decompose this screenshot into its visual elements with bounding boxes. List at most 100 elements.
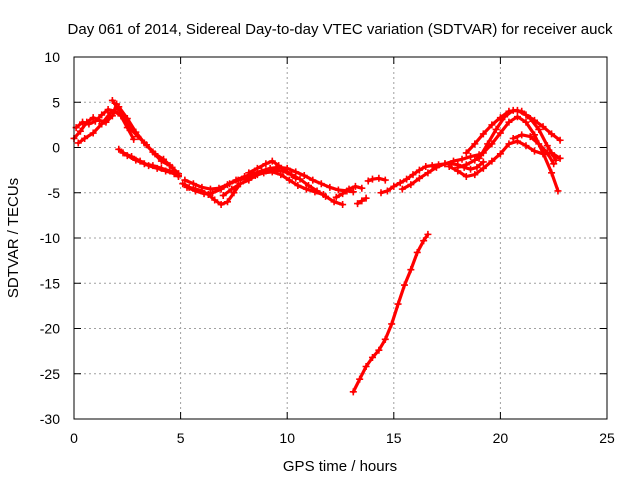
data-point [262,167,270,175]
data-point [398,185,406,193]
data-point [518,107,526,115]
data-point [192,187,200,195]
data-point [211,196,219,204]
data-point [526,133,534,141]
data-point [136,157,144,165]
x-axis-title: GPS time / hours [283,458,397,475]
data-point [539,123,547,131]
data-point [462,161,470,169]
data-point [104,105,112,113]
series-sat-c [74,103,182,178]
data-point [179,180,187,188]
data-point [332,193,340,201]
data-point [130,135,138,143]
series-sat-f [119,149,182,180]
data-point [228,185,236,193]
data-point [236,180,244,188]
data-point [432,163,440,171]
data-point [326,183,334,191]
series-line [351,232,430,394]
data-point [183,183,191,191]
data-point [230,189,238,197]
data-point [106,109,114,117]
series-sat-n [354,194,370,208]
data-point [462,149,470,157]
data-point [313,187,321,195]
data-point [388,320,396,328]
ticks [73,56,608,420]
data-point [413,248,421,256]
data-point [200,190,208,198]
data-point [119,149,127,157]
data-point [375,174,383,182]
y-tick-label: 10 [44,49,60,65]
data-point [362,194,370,202]
data-point [358,184,366,192]
data-point [162,167,170,175]
data-point [424,169,432,177]
data-point [449,157,457,165]
series-line [477,108,558,162]
data-point [224,198,232,206]
data-point [509,134,517,142]
data-point [217,185,225,193]
data-point [422,163,430,171]
data-point [89,129,97,137]
data-point [160,155,168,163]
data-point [554,187,562,195]
data-point [345,185,353,193]
data-point [253,164,261,172]
x-tick-label: 0 [70,430,78,446]
series-sat-u [475,106,560,164]
y-tick-label: -20 [40,321,60,337]
data-point [535,125,543,133]
data-point [522,118,530,126]
data-point [358,197,366,205]
data-point [543,142,551,150]
data-point [362,363,370,371]
data-point [330,198,338,206]
data-point [151,150,159,158]
data-point [125,124,133,132]
data-point [283,168,291,176]
series-sat-h [181,163,357,196]
data-point [305,182,313,190]
data-point [403,175,411,183]
tick-labels: 0 5 10 15 20 25 -30 -25 -20 -15 -10 -5 0 5 10 [40,49,615,446]
data-point [368,353,376,361]
data-point [89,114,97,122]
data-point [234,176,242,184]
series-line [400,153,481,191]
data-point [98,120,106,128]
x-tick-label: 15 [386,430,402,446]
data-point [174,172,182,180]
data-point [351,182,359,190]
data-point [339,190,347,198]
data-point [245,169,253,177]
data-point [535,140,543,148]
x-tick-label: 20 [493,430,509,446]
data-point [262,160,270,168]
data-point [322,192,330,200]
grid [74,57,607,419]
series-sat-m [349,230,432,396]
data-point [407,181,415,189]
data-point [501,113,509,121]
data-point [496,150,504,158]
data-point [409,171,417,179]
x-tick-label: 5 [177,430,185,446]
data-point [396,179,404,187]
data-point [556,136,564,144]
y-tick-label: -25 [40,366,60,382]
data-point [81,134,89,142]
data-point [505,140,513,148]
data-point [108,96,116,104]
data-point [479,130,487,138]
data-point [513,137,521,145]
data-point [334,186,342,194]
y-tick-label: -15 [40,275,60,291]
data-point [407,266,415,274]
data-point [415,174,423,182]
data-point [462,172,470,180]
data-point [488,157,496,165]
